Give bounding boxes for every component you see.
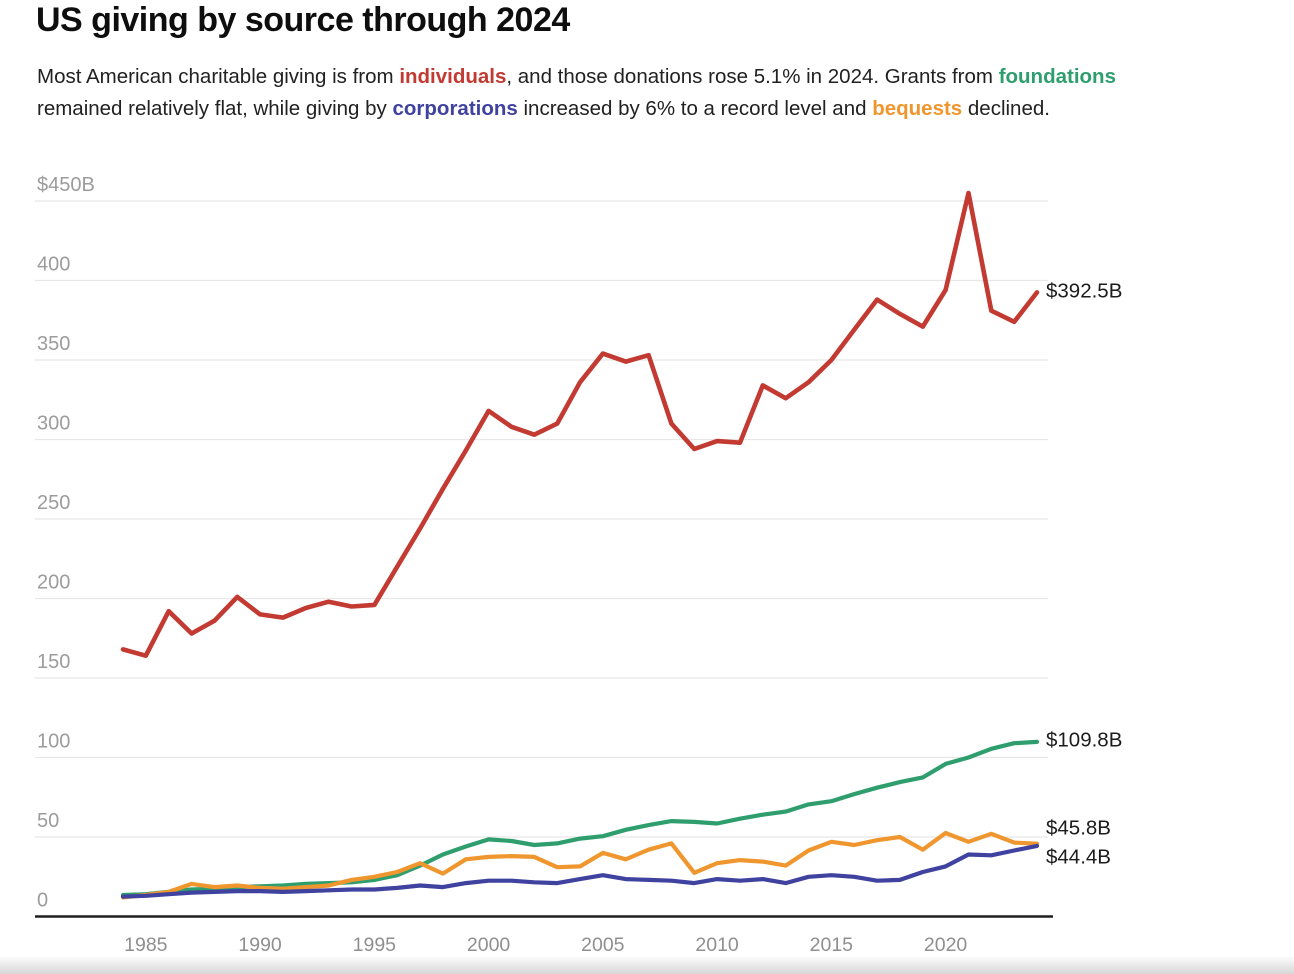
- x-axis-tick-label: 2015: [810, 934, 854, 956]
- y-axis-tick-label: 200: [37, 572, 70, 594]
- individuals-line: [120, 190, 1040, 659]
- subtitle-text: remained relatively flat, while giving b…: [37, 96, 393, 120]
- y-axis-tick-label: 0: [37, 890, 48, 912]
- subtitle-text: increased by 6% to a record level and: [517, 96, 873, 120]
- foundations-end-label: $109.8B: [1046, 728, 1122, 751]
- page-title: US giving by source through 2024: [36, 1, 570, 39]
- individuals-end-label: $392.5B: [1046, 279, 1122, 302]
- bequests-line: [120, 830, 1040, 900]
- y-axis-tick-label: 250: [37, 492, 70, 514]
- x-axis-tick-label: 2000: [467, 934, 511, 956]
- y-axis-tick-label: 50: [37, 810, 59, 832]
- subtitle-highlight-foundations: foundations: [998, 65, 1116, 88]
- subtitle-highlight-corporations: corporations: [392, 96, 518, 120]
- x-axis-tick-label: 1995: [353, 934, 397, 956]
- chart-subtitle: Most American charitable giving is from …: [37, 61, 1129, 124]
- x-axis-tick-label: 2020: [924, 934, 968, 956]
- bottom-edge-band: [0, 957, 1294, 974]
- subtitle-text: Most American charitable giving is from: [37, 65, 400, 88]
- subtitle-highlight-individuals: individuals: [399, 65, 507, 88]
- bequests-end-label: $45.8B: [1046, 816, 1111, 839]
- y-axis-tick-label: 150: [37, 651, 70, 673]
- x-axis-tick-label: 1985: [124, 934, 168, 956]
- corporations-end-label: $44.4B: [1046, 845, 1111, 868]
- x-axis-tick-label: 1990: [238, 934, 282, 956]
- foundations-line: [120, 739, 1040, 898]
- y-axis-tick-label: 400: [37, 254, 70, 276]
- corporations-line: [120, 843, 1040, 899]
- subtitle-highlight-bequests: bequests: [872, 96, 963, 120]
- x-axis-tick-label: 2005: [581, 934, 625, 956]
- y-axis-tick-label: 350: [37, 333, 70, 355]
- y-axis-tick-label: 300: [37, 413, 70, 435]
- y-axis-tick-label: 100: [37, 731, 70, 753]
- y-axis-tick-label: $450B: [37, 174, 95, 196]
- x-axis-tick-label: 2010: [695, 934, 739, 956]
- subtitle-text: , and those donations rose 5.1% in 2024.…: [506, 65, 999, 88]
- subtitle-text: declined.: [962, 96, 1050, 120]
